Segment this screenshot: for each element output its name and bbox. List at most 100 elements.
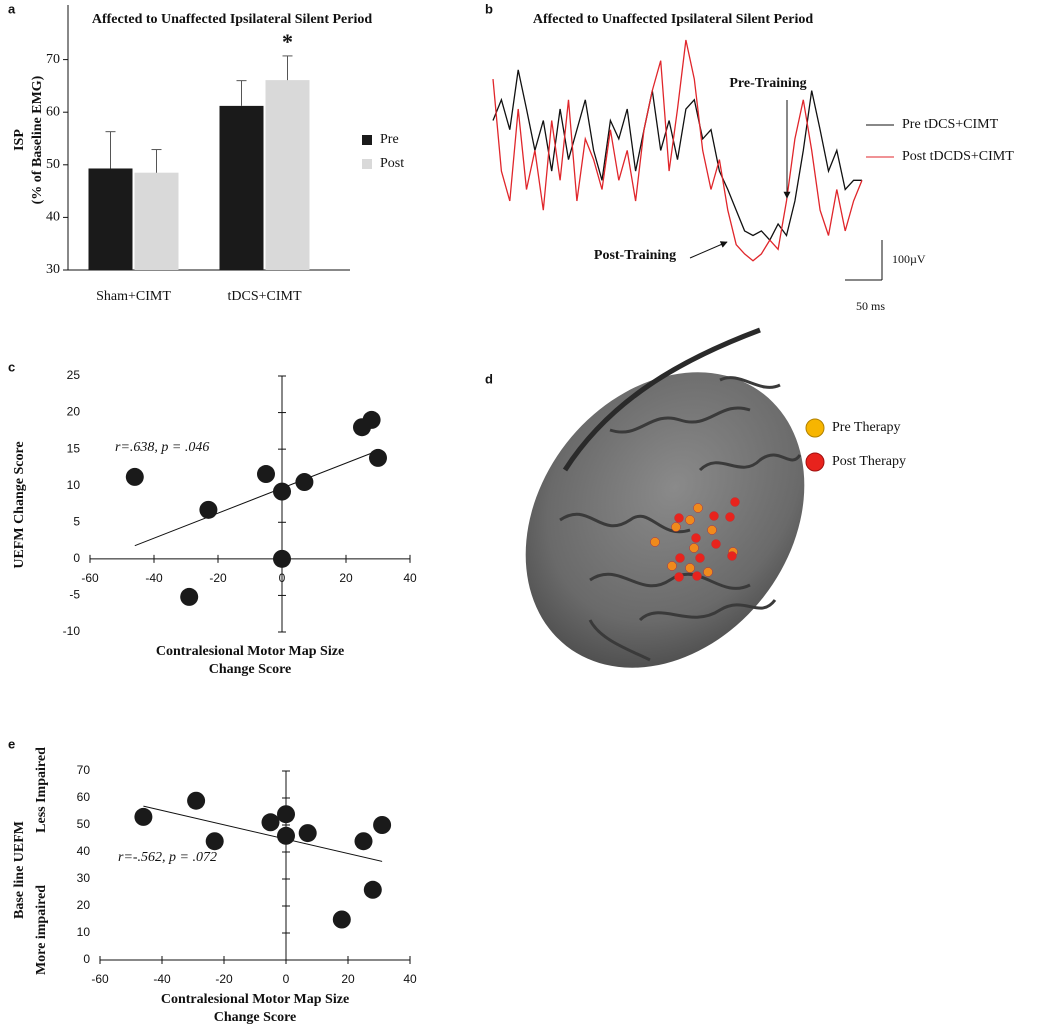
legend-label: Pre Therapy bbox=[832, 420, 901, 435]
annotation: * bbox=[282, 29, 293, 54]
point bbox=[363, 880, 382, 899]
y-tick-label: 40 bbox=[46, 210, 60, 225]
x-tick-label: 20 bbox=[339, 571, 353, 585]
point bbox=[273, 482, 291, 501]
x-tick-label: -60 bbox=[91, 972, 109, 986]
fit-line bbox=[143, 805, 383, 862]
panel-letter: b bbox=[485, 1, 493, 16]
y-tick-label: 50 bbox=[46, 157, 60, 172]
y-tick-label: 25 bbox=[67, 368, 81, 382]
annotation: r=-.562, p = .072 bbox=[118, 850, 217, 865]
y-tick-label: 40 bbox=[77, 844, 91, 858]
point bbox=[261, 813, 280, 832]
legend-label: Pre bbox=[380, 132, 399, 147]
scale-label: 100µV bbox=[892, 252, 926, 266]
point bbox=[125, 467, 144, 486]
x-axis-label: Contralesional Motor Map Size bbox=[156, 644, 344, 659]
y-tick-label: -5 bbox=[69, 588, 80, 602]
point bbox=[295, 473, 314, 492]
bar bbox=[88, 168, 133, 270]
point bbox=[187, 791, 206, 810]
legend-swatch bbox=[805, 418, 825, 438]
stimulation-sites bbox=[650, 497, 740, 582]
y-tick-label: 10 bbox=[77, 925, 91, 939]
x-tick-label: 0 bbox=[279, 571, 286, 585]
y-tick-label: 0 bbox=[73, 551, 80, 565]
y-tick-label: 30 bbox=[77, 871, 91, 885]
x-tick-label: -40 bbox=[153, 972, 171, 986]
y-tick-label: 60 bbox=[77, 790, 91, 804]
point bbox=[205, 832, 224, 851]
y-axis-label: ISP bbox=[12, 129, 27, 151]
bar bbox=[265, 80, 310, 270]
chart-title: Affected to Unaffected Ipsilateral Silen… bbox=[533, 12, 814, 27]
x-tick-label: 0 bbox=[283, 972, 290, 986]
y-tick-label: 0 bbox=[83, 952, 90, 966]
x-tick-label: Sham+CIMT bbox=[96, 289, 171, 304]
x-axis-label: Change Score bbox=[214, 1010, 297, 1025]
point bbox=[277, 826, 295, 845]
y-tick-label: 15 bbox=[67, 441, 81, 455]
legend-swatch bbox=[805, 452, 825, 472]
y-tick-label: 30 bbox=[46, 262, 60, 277]
point bbox=[298, 824, 317, 843]
point bbox=[199, 500, 218, 519]
annotation: r=.638, p = .046 bbox=[115, 440, 209, 455]
y-axis-annotation: More impaired bbox=[34, 885, 49, 975]
y-tick-label: 70 bbox=[77, 763, 91, 777]
point bbox=[332, 910, 351, 929]
panel-letter: c bbox=[8, 359, 15, 374]
point bbox=[134, 807, 153, 826]
point bbox=[257, 465, 275, 484]
point bbox=[180, 587, 199, 606]
y-axis-label: Base line UEFM bbox=[12, 821, 27, 919]
x-tick-label: -20 bbox=[215, 972, 233, 986]
y-axis-label: UEFM Change Score bbox=[12, 441, 27, 568]
y-tick-label: 10 bbox=[67, 478, 81, 492]
y-tick-label: 20 bbox=[67, 405, 81, 419]
x-tick-label: 40 bbox=[403, 571, 417, 585]
y-axis-label: (% of Baseline EMG) bbox=[30, 75, 45, 204]
point bbox=[273, 549, 291, 568]
panel-letter: e bbox=[8, 736, 15, 751]
annotation: Post-Training bbox=[594, 248, 676, 263]
bar bbox=[219, 105, 264, 270]
annotation: Pre-Training bbox=[729, 76, 806, 91]
legend-label: Post bbox=[380, 156, 404, 171]
y-tick-label: 5 bbox=[73, 514, 80, 528]
y-tick-label: 20 bbox=[77, 898, 91, 912]
y-tick-label: 70 bbox=[46, 52, 60, 67]
trace bbox=[492, 69, 862, 242]
chart-title: Affected to Unaffected Ipsilateral Silen… bbox=[92, 12, 373, 27]
bar bbox=[134, 172, 179, 270]
arrow bbox=[689, 241, 728, 259]
legend-label: Post tDCDS+CIMT bbox=[902, 149, 1014, 164]
legend-label: Pre tDCS+CIMT bbox=[902, 117, 999, 132]
point bbox=[277, 805, 295, 824]
y-axis-annotation: Less Impaired bbox=[34, 747, 49, 833]
fit-line bbox=[134, 450, 379, 547]
point bbox=[369, 448, 387, 467]
gyri bbox=[559, 376, 802, 662]
y-tick-label: -10 bbox=[63, 624, 81, 638]
x-tick-label: 40 bbox=[403, 972, 417, 986]
legend-swatch bbox=[362, 135, 372, 145]
legend-swatch bbox=[362, 159, 372, 169]
x-tick-label: -40 bbox=[145, 571, 163, 585]
x-tick-label: -60 bbox=[81, 571, 99, 585]
y-tick-label: 50 bbox=[77, 817, 91, 831]
x-tick-label: 20 bbox=[341, 972, 355, 986]
scale-label: 50 ms bbox=[856, 299, 885, 313]
brain-panel: d Pre Therapy Post Therapy bbox=[485, 327, 906, 668]
point bbox=[362, 410, 381, 429]
x-axis-label: Change Score bbox=[209, 662, 292, 677]
point bbox=[354, 832, 373, 851]
panel-letter: a bbox=[8, 1, 16, 16]
legend-label: Post Therapy bbox=[832, 454, 906, 469]
panel-letter: d bbox=[485, 371, 493, 386]
trace bbox=[492, 39, 863, 262]
x-axis-label: Contralesional Motor Map Size bbox=[161, 992, 349, 1007]
x-tick-label: -20 bbox=[209, 571, 227, 585]
brain bbox=[525, 372, 805, 668]
